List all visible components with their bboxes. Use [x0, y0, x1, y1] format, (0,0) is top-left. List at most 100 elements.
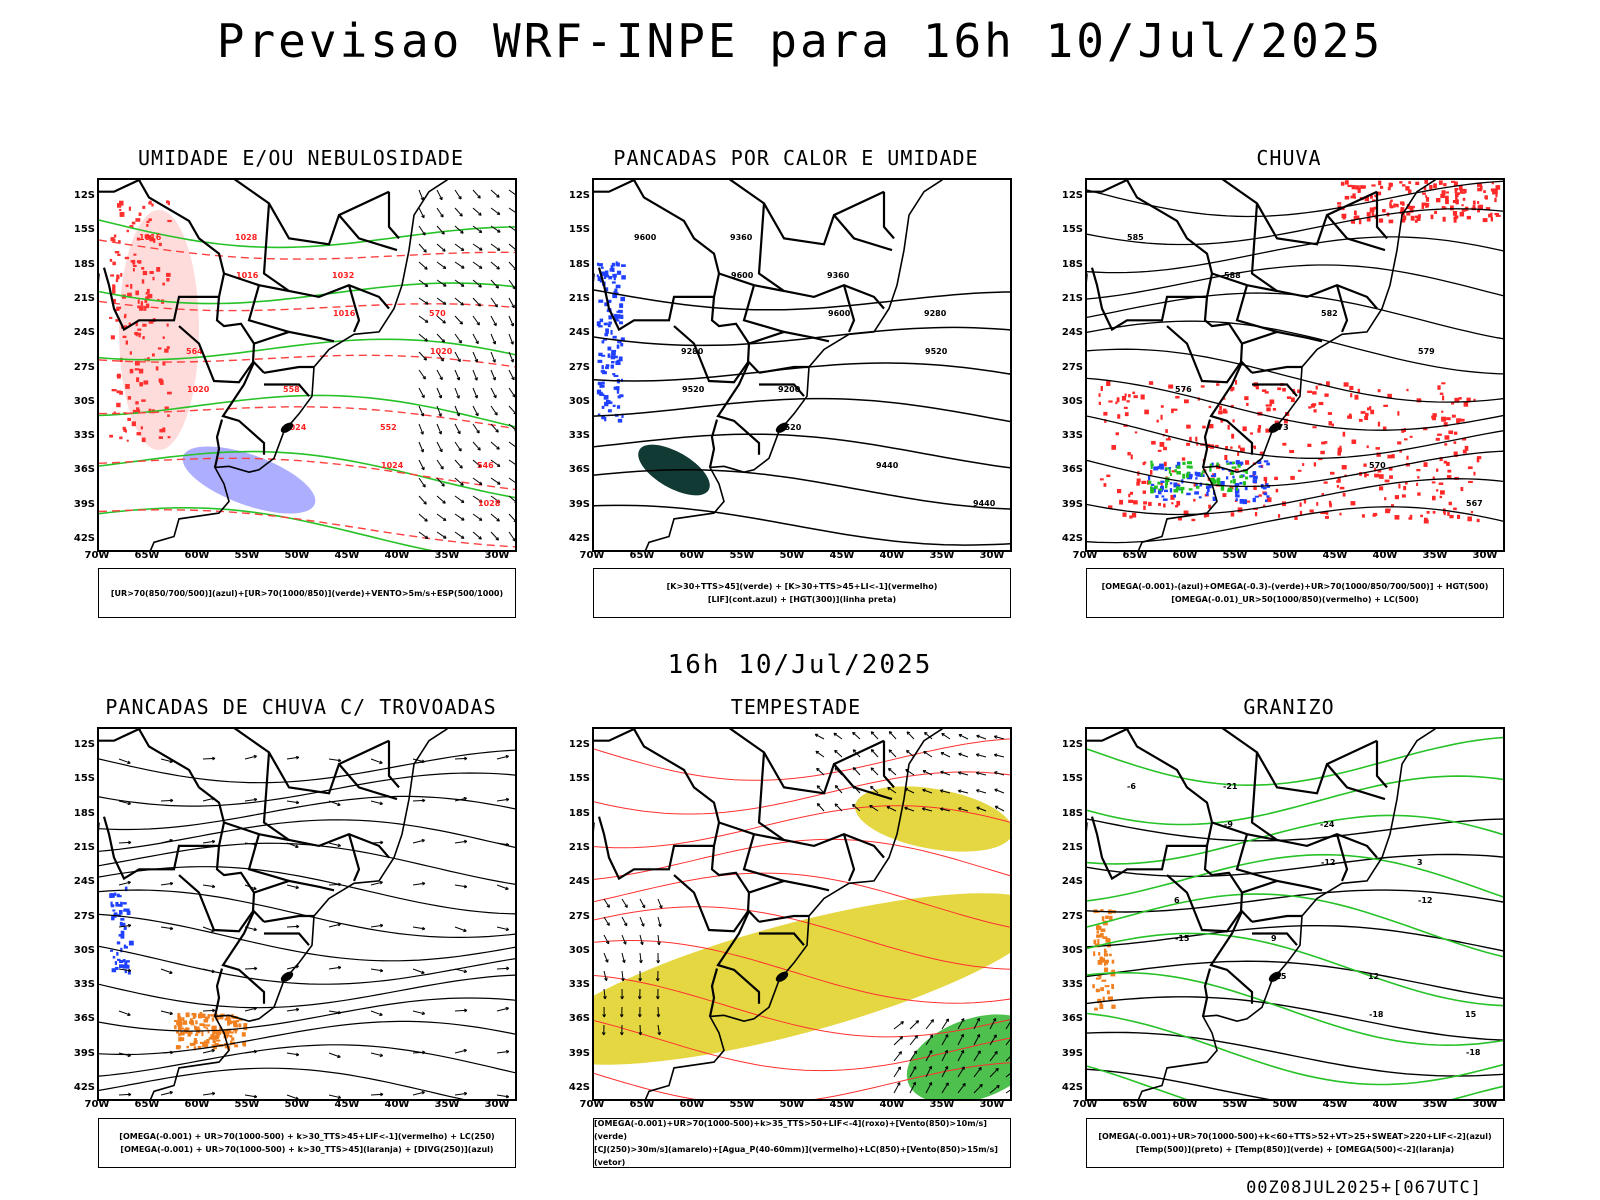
- lon-tick-label: 45W: [1322, 1099, 1348, 1110]
- legend-line: [Temp(500)](preto) + [Temp(850)](verde) …: [1135, 1145, 1455, 1154]
- lon-tick-label: 50W: [1272, 550, 1298, 561]
- contour-label: 15: [1465, 1010, 1477, 1019]
- lon-tick-label: 65W: [134, 550, 160, 561]
- lon-tick-label: 55W: [234, 550, 260, 561]
- lat-tick-label: 21S: [568, 292, 590, 304]
- coastline-borders: [99, 180, 448, 550]
- lat-tick-label: 27S: [568, 361, 590, 373]
- lat-tick-label: 27S: [568, 910, 590, 922]
- lat-tick-label: 21S: [568, 841, 590, 853]
- lon-tick-label: 65W: [629, 1099, 655, 1110]
- contour-label: 558: [283, 385, 300, 394]
- contour-label: -18: [1369, 1010, 1384, 1019]
- field-layer: [1098, 180, 1501, 524]
- panel-title: PANCADAS DE CHUVA C/ TROVOADAS: [105, 695, 497, 719]
- legend-line: [OMEGA(-0.001) + UR>70(1000-500) + k>30_…: [119, 1132, 495, 1141]
- lon-tick-label: 70W: [84, 550, 110, 561]
- lat-tick-label: 36S: [73, 464, 95, 476]
- contour-label: 1028: [478, 499, 501, 508]
- lat-tick-label: 15S: [568, 773, 590, 785]
- lon-tick-label: 30W: [979, 1099, 1005, 1110]
- contour-label: 6: [1174, 896, 1180, 905]
- panel-title: CHUVA: [1256, 146, 1322, 170]
- contour-label: 1028: [235, 233, 258, 242]
- lat-tick-label: 18S: [1061, 807, 1083, 819]
- lon-tick-label: 55W: [729, 550, 755, 561]
- lat-tick-label: 18S: [568, 258, 590, 270]
- contour-label: 9280: [924, 309, 947, 318]
- lat-tick-label: 27S: [1061, 910, 1083, 922]
- lat-tick-label: 39S: [73, 1047, 95, 1059]
- lat-tick-label: 33S: [73, 430, 95, 442]
- lon-tick-label: 70W: [579, 1099, 605, 1110]
- lon-tick-label: 70W: [1072, 1099, 1098, 1110]
- lon-tick-label: 65W: [1122, 1099, 1148, 1110]
- lat-tick-label: 39S: [1061, 1047, 1083, 1059]
- isoline-layer: 1016 1016 1016 1020 1020 1024 1024 1028 1028 1032…: [99, 189, 515, 550]
- lat-tick-label: 12S: [568, 739, 590, 750]
- lat-tick-label: 33S: [1061, 430, 1083, 442]
- forecast-map: [97, 727, 517, 1101]
- lat-tick-label: 39S: [1061, 498, 1083, 510]
- lat-tick-label: 30S: [568, 395, 590, 407]
- contour-label: -15: [1175, 934, 1190, 943]
- contour-label: 570: [429, 309, 446, 318]
- contour-label: 1032: [332, 271, 354, 280]
- contour-label: 3: [1417, 858, 1423, 867]
- contour-label: 1016: [139, 233, 162, 242]
- lat-tick-label: 39S: [73, 498, 95, 510]
- lat-tick-label: 33S: [73, 979, 95, 991]
- lat-tick-label: 42S: [568, 1082, 590, 1093]
- lon-tick-label: 45W: [334, 550, 360, 561]
- contour-label: 552: [380, 423, 397, 432]
- contour-label: 579: [1418, 347, 1435, 356]
- forecast-map: 1016 1016 1016 1020 1020 1024 1024 1028 1028 1032…: [97, 178, 517, 552]
- lon-tick-label: 55W: [234, 1099, 260, 1110]
- lon-tick-label: 30W: [979, 550, 1005, 561]
- lat-tick-label: 30S: [1061, 944, 1083, 956]
- legend-line: [OMEGA(-0.001)+UR>70(1000-500)+k>35_TTS>…: [594, 1119, 987, 1141]
- lon-tick-label: 30W: [484, 550, 510, 561]
- legend-line: [CJ(250)>30m/s](amarelo)+[Agua_P(40-60mm…: [594, 1145, 998, 1167]
- lat-tick-label: 42S: [73, 1082, 95, 1093]
- contour-label: -18: [1466, 1048, 1481, 1057]
- field-layer: [109, 200, 316, 514]
- lon-tick-label: 60W: [1172, 550, 1198, 561]
- lat-tick-label: 36S: [568, 1013, 590, 1025]
- lat-tick-label: 21S: [1061, 292, 1083, 304]
- contour-label: -24: [1320, 820, 1335, 829]
- lon-tick-label: 35W: [434, 1099, 460, 1110]
- lon-tick-label: 55W: [1222, 550, 1248, 561]
- lat-tick-label: 42S: [1061, 533, 1083, 544]
- lat-tick-label: 12S: [1061, 739, 1083, 750]
- lat-tick-label: 24S: [1061, 876, 1083, 888]
- valid-time-title: 16h 10/Jul/2025: [667, 650, 933, 680]
- legend-line: [OMEGA(-0.001) + UR>70(1000-500) + k>30_…: [120, 1145, 494, 1154]
- contour-label: 9280: [681, 347, 704, 356]
- lat-tick-label: 15S: [1061, 773, 1083, 785]
- isoline-layer: [594, 731, 1010, 1099]
- contour-label: -6: [1127, 782, 1136, 791]
- lon-tick-label: 60W: [679, 550, 705, 561]
- lat-tick-label: 36S: [1061, 1013, 1083, 1025]
- lat-tick-label: 12S: [73, 190, 95, 201]
- contour-label: 582: [1321, 309, 1338, 318]
- main-title: Previsao WRF-INPE para 16h 10/Jul/2025: [216, 14, 1384, 68]
- lon-tick-label: 50W: [1272, 1099, 1298, 1110]
- contour-label: -9: [1224, 820, 1233, 829]
- lat-tick-label: 12S: [1061, 190, 1083, 201]
- lat-tick-label: 24S: [73, 876, 95, 888]
- lat-tick-label: 24S: [1061, 327, 1083, 339]
- lat-tick-label: 12S: [73, 739, 95, 750]
- coastline-borders: [1087, 180, 1436, 550]
- panel-title: UMIDADE E/OU NEBULOSIDADE: [137, 146, 465, 170]
- contour-label: 12: [1368, 972, 1379, 981]
- lon-tick-label: 45W: [1322, 550, 1348, 561]
- contour-label: 1024: [284, 423, 307, 432]
- field-layer: [594, 786, 1010, 1099]
- legend-line: [K>30+TTS>45](verde) + [K>30+TTS>45+LI<-…: [666, 582, 938, 591]
- lat-tick-label: 30S: [73, 395, 95, 407]
- forecast-map: 585588582579576573570567: [1085, 178, 1505, 552]
- legend-box: [OMEGA(-0.001)+UR>70(1000-500)+k<60+TTS>…: [1086, 1118, 1504, 1168]
